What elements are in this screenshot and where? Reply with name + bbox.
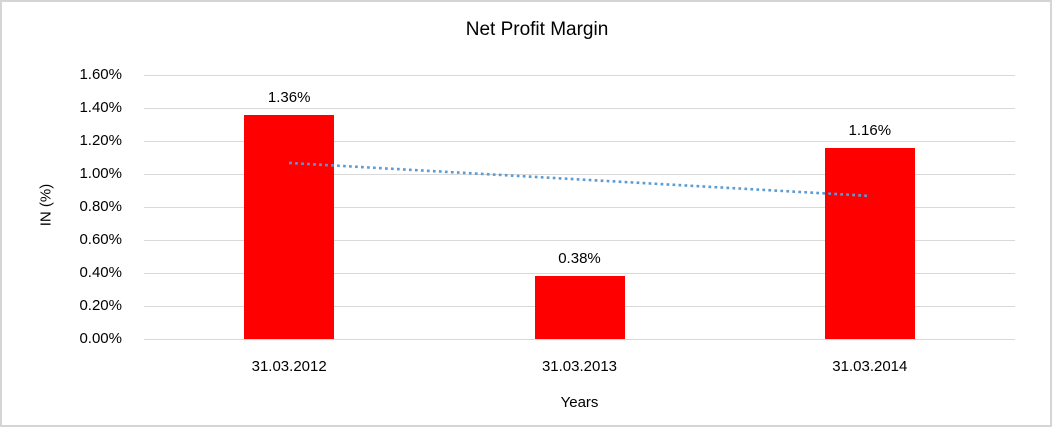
y-tick-label: 1.60% [79, 66, 122, 83]
y-tick-label: 0.20% [79, 297, 122, 314]
bar-data-label: 1.36% [267, 88, 311, 106]
gridline [144, 174, 1015, 175]
y-tick-label: 0.40% [79, 264, 122, 281]
y-tick-label: 0.00% [79, 330, 122, 347]
trendline-path [289, 161, 870, 198]
x-axis-title: Years [560, 394, 599, 411]
chart-title: Net Profit Margin [465, 19, 609, 40]
gridline [144, 141, 1015, 142]
y-tick-label: 0.60% [79, 231, 122, 248]
bar [244, 114, 335, 339]
gridline [144, 207, 1015, 208]
x-tick-label: 31.03.2012 [251, 358, 327, 375]
trendline [289, 161, 870, 198]
y-tick-label: 1.00% [79, 165, 122, 182]
gridline [144, 339, 1015, 340]
bar [534, 276, 625, 339]
x-tick-label: 31.03.2014 [832, 358, 908, 375]
bar-data-label: 0.38% [558, 250, 601, 268]
y-tick-label: 1.20% [79, 132, 122, 149]
y-tick-label: 0.80% [79, 198, 122, 215]
y-tick-label: 1.40% [79, 99, 122, 116]
gridline [144, 108, 1015, 109]
gridline [144, 273, 1015, 274]
bar-data-label: 1.16% [848, 121, 892, 139]
x-tick-label: 31.03.2013 [541, 358, 618, 375]
gridline [144, 240, 1015, 241]
bar [824, 147, 915, 339]
gridline [144, 75, 1015, 76]
plot-area [144, 75, 1015, 340]
